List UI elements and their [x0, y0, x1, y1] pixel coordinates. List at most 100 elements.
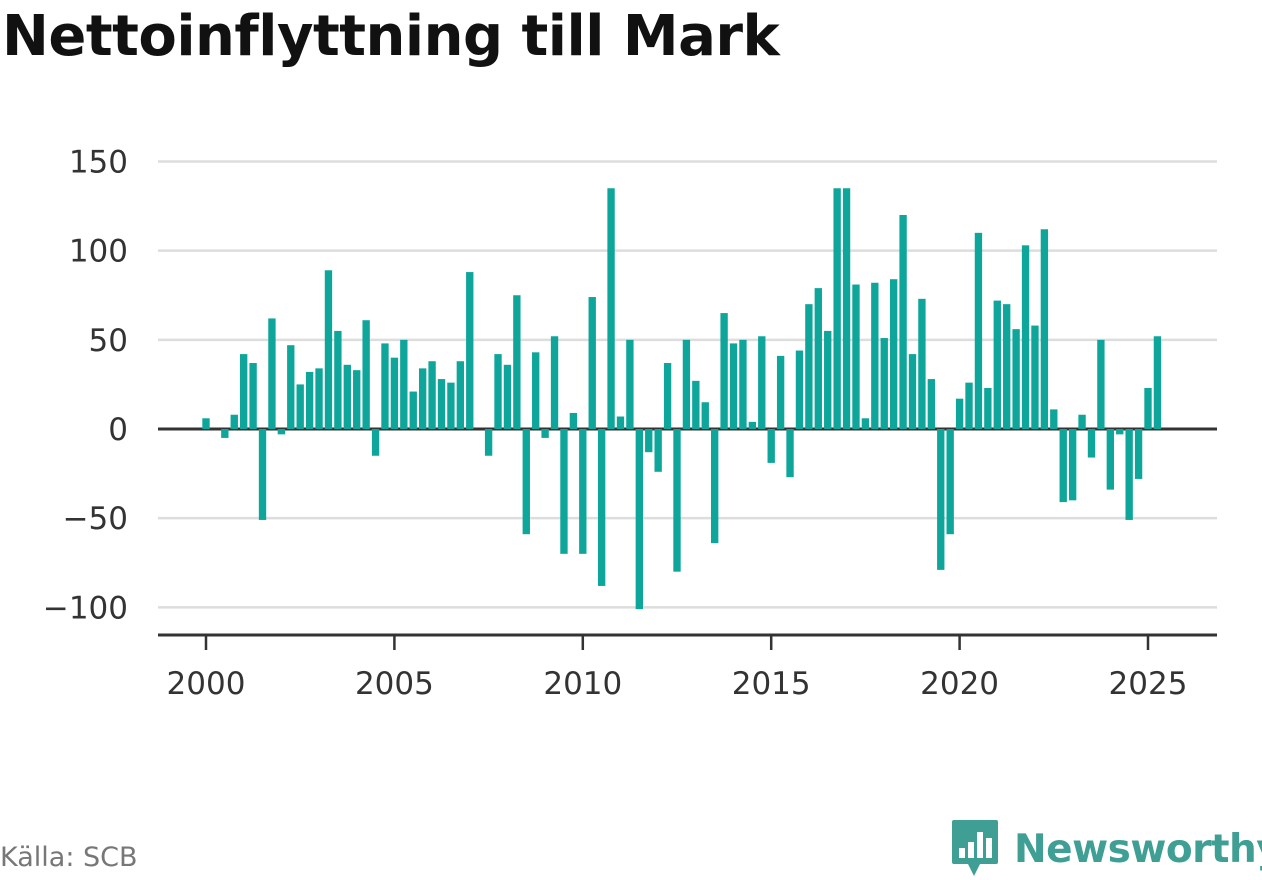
bar [1116, 429, 1124, 435]
x-axis: 2000 2005 2010 2015 2020 2025 [158, 633, 1217, 702]
bar [456, 361, 465, 429]
bar [786, 429, 794, 478]
bar [616, 416, 625, 429]
bar [503, 364, 512, 429]
bar [287, 345, 295, 429]
bar [1125, 429, 1133, 520]
bar [268, 318, 276, 429]
bar [569, 412, 578, 429]
brand-name: Newsworthy [1014, 826, 1262, 872]
bar [409, 391, 417, 429]
bar [1106, 429, 1114, 490]
bar [240, 354, 248, 429]
bar [701, 402, 709, 429]
bar [1068, 429, 1077, 501]
bar [1040, 229, 1049, 429]
bar [899, 215, 907, 429]
bar [588, 297, 596, 429]
bars [202, 188, 1162, 610]
x-tick-label: 2020 [920, 666, 999, 702]
bar [758, 336, 766, 429]
bar [635, 429, 643, 610]
bar [258, 429, 267, 520]
bar [1012, 329, 1020, 429]
bar [532, 352, 540, 429]
source-note: Källa: SCB [0, 842, 138, 873]
bar [626, 339, 634, 429]
bar [889, 279, 898, 429]
y-axis-ticks: 150 100 50 0 −50 −100 [43, 145, 128, 627]
bar [946, 429, 954, 535]
bar [974, 232, 983, 429]
bar [513, 295, 521, 429]
bar [955, 398, 964, 429]
y-tick-label: 100 [69, 234, 128, 270]
bar [993, 300, 1001, 429]
bar [428, 361, 436, 429]
bar [937, 429, 945, 570]
bar [908, 354, 917, 429]
bar [1050, 409, 1058, 429]
bar [522, 429, 530, 535]
x-tick-label: 2010 [543, 666, 622, 702]
bar [381, 343, 389, 429]
bar [579, 429, 587, 554]
bar [541, 429, 549, 438]
bar [484, 429, 493, 456]
y-tick-label: 50 [89, 323, 128, 359]
bar [334, 330, 342, 429]
bar [795, 350, 804, 429]
bar [927, 379, 936, 429]
bar [221, 429, 229, 438]
bar [720, 313, 728, 429]
x-tick-label: 2025 [1109, 666, 1188, 702]
bar [880, 338, 888, 429]
bar [824, 330, 832, 429]
bar [607, 188, 615, 429]
x-tick-label: 2000 [167, 666, 246, 702]
bar [315, 368, 323, 429]
bar [277, 429, 286, 435]
bar [861, 418, 870, 429]
bar [353, 370, 361, 429]
bar [984, 387, 992, 429]
bar [1031, 325, 1039, 429]
bar [645, 429, 653, 453]
bar [729, 343, 738, 429]
bar [814, 288, 822, 429]
bar [1003, 304, 1011, 429]
newsworthy-logo-icon [952, 820, 998, 876]
bar [305, 371, 314, 429]
newsworthy-logo: Newsworthy [950, 818, 1262, 880]
bar [230, 414, 238, 429]
bar [739, 339, 747, 429]
bar [400, 339, 408, 429]
bar [767, 429, 775, 463]
bar [418, 368, 427, 429]
bar [390, 357, 399, 429]
bar [1144, 387, 1152, 429]
y-tick-label: −100 [43, 590, 128, 626]
bar [918, 298, 926, 429]
bar [560, 429, 568, 554]
bar [965, 382, 973, 429]
bar [711, 429, 719, 544]
y-tick-label: 0 [108, 412, 128, 448]
bar [682, 339, 691, 429]
bar [249, 363, 257, 429]
bar [663, 363, 672, 429]
bar [550, 336, 559, 429]
y-tick-label: −50 [63, 501, 128, 537]
chart-title: Nettoinflyttning till Mark [2, 4, 780, 69]
x-tick-label: 2005 [355, 666, 434, 702]
bar [447, 382, 455, 429]
bar [1078, 414, 1086, 429]
bar [871, 282, 879, 429]
bar [343, 364, 351, 429]
bar [597, 429, 606, 586]
bar [202, 418, 210, 429]
bar [852, 284, 860, 429]
bar [692, 380, 700, 429]
bar [437, 379, 446, 429]
bar [654, 429, 662, 472]
